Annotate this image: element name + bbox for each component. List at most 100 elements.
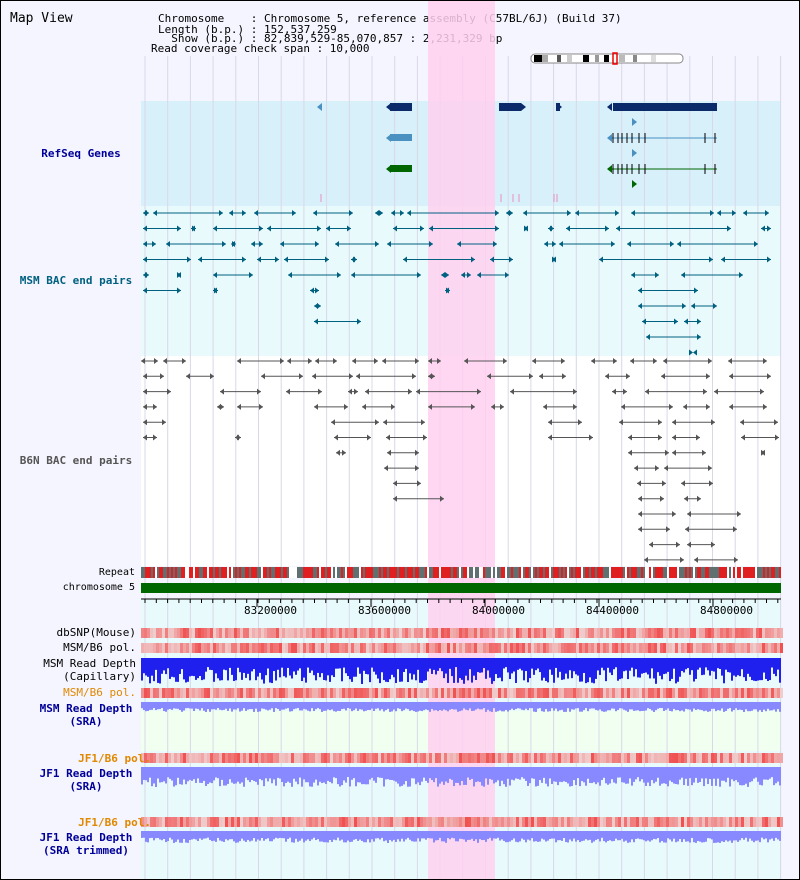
repeat-segment — [343, 567, 345, 578]
jf1-b6-pol-2-cell — [735, 817, 738, 827]
b6n-bac-label[interactable]: B6N BAC end pairs — [19, 454, 133, 467]
jf1-sra-depth-bar — [719, 767, 721, 787]
jf1-b6-pol-2-cell — [780, 817, 783, 827]
msm-bac-label[interactable]: MSM BAC end pairs — [19, 274, 133, 287]
repeat-segment — [207, 567, 209, 578]
msm-sra-depth-bar — [435, 702, 437, 711]
jf1-b6-pol-2-label[interactable]: JF1/B6 pol. — [78, 816, 151, 829]
msm-b6-pol-2-cell — [690, 688, 693, 698]
msm-capillary-depth-bar — [679, 658, 681, 677]
jf1-sra-depth-bar — [657, 767, 659, 778]
repeat-segment — [493, 567, 495, 578]
jf1-read-depth-sra-sub[interactable]: (SRA) — [69, 780, 103, 793]
repeat-segment — [337, 567, 339, 578]
refseq-genes-label[interactable]: RefSeq Genes — [41, 147, 121, 160]
msm-sra-depth-bar — [485, 702, 487, 712]
jf1-sra-trimmed-depth-bar — [491, 831, 493, 841]
jf1-sra-depth-bar — [379, 767, 381, 778]
repeat-segment — [663, 567, 665, 578]
msm-sra-depth-bar — [767, 702, 769, 709]
jf1-b6-pol-cell — [279, 753, 282, 763]
msm-sra-depth-bar — [373, 702, 375, 712]
msm-capillary-depth-bar — [665, 658, 667, 674]
msm-capillary-depth-bar — [699, 658, 701, 668]
jf1-sra-trimmed-depth-bar — [715, 831, 717, 843]
msm-b6-pol-cell — [615, 643, 618, 653]
msm-capillary-depth-bar — [297, 658, 299, 671]
msm-b6-pol-cell — [303, 643, 306, 653]
msm-b6-pol-2-cell — [393, 688, 396, 698]
msm-b6-pol-cell — [750, 643, 753, 653]
msm-b6-pol-cell — [519, 643, 522, 653]
jf1-read-depth-sra-label[interactable]: JF1 Read Depth — [39, 767, 133, 780]
msm-capillary-depth-bar — [561, 658, 563, 680]
msm-capillary-depth-bar — [295, 658, 297, 675]
msm-read-depth-sra-sub[interactable]: (SRA) — [69, 715, 103, 728]
repeat-segment — [281, 567, 283, 578]
msm-b6-pol-2-cell — [432, 688, 435, 698]
jf1-sra-depth-bar — [611, 767, 613, 780]
msm-b6-pol-cell — [357, 643, 360, 653]
jf1-b6-pol-label[interactable]: JF1/B6 pol. — [78, 752, 151, 765]
dbsnp-cell — [249, 628, 252, 638]
repeat-segment — [603, 567, 605, 578]
msm-b6-pol-cell — [255, 643, 258, 653]
jf1-b6-pol-2-cell — [201, 817, 204, 827]
repeat-segment — [351, 567, 353, 578]
jf1-sra-depth-bar — [695, 767, 697, 778]
msm-sra-depth-bar — [237, 702, 239, 709]
repeat-segment — [301, 567, 303, 578]
dbsnp-cell — [444, 628, 447, 638]
msm-sra-depth-bar — [427, 702, 429, 711]
msm-capillary-depth-bar — [623, 658, 625, 672]
repeat-segment — [381, 567, 383, 578]
repeat-segment — [567, 567, 569, 578]
b6n-bac-pair-end — [464, 358, 468, 364]
jf1-sra-depth-bar — [653, 767, 655, 784]
dbsnp-cell — [333, 628, 336, 638]
jf1-b6-pol-2-cell — [555, 817, 558, 827]
msm-b6-pol-2-cell — [636, 688, 639, 698]
msm-b6-pol-2-cell — [540, 688, 543, 698]
dbsnp-cell — [501, 628, 504, 638]
jf1-sra-depth-bar — [541, 767, 543, 783]
msm-sra-depth-bar — [465, 702, 467, 710]
repeat-segment — [565, 567, 567, 578]
msm-b6-pol-cell — [327, 643, 330, 653]
msm-sra-depth-bar — [183, 702, 185, 711]
jf1-sra-depth-bar — [163, 767, 165, 782]
msm-sra-depth-bar — [233, 702, 235, 710]
msm-b6-pol-2-cell — [270, 688, 273, 698]
jf1-sra-depth-bar — [269, 767, 271, 779]
repeat-segment — [763, 567, 765, 578]
msm-read-depth-sra-label[interactable]: MSM Read Depth — [39, 702, 133, 715]
b6n-bac-pair-end — [737, 511, 741, 517]
msm-capillary-depth-bar — [595, 658, 597, 679]
msm-sra-depth-bar — [579, 702, 581, 712]
msm-capillary-depth-bar — [237, 658, 239, 668]
msm-b6-pol-2-cell — [567, 688, 570, 698]
ruler-tick-label: 83200000 — [244, 604, 297, 617]
b6n-bac-pair-end — [416, 388, 420, 395]
dbsnp-cell — [645, 628, 648, 638]
jf1-read-depth-trimmed-label[interactable]: JF1 Read Depth — [39, 831, 133, 844]
msm-bac-pair-end — [317, 225, 321, 232]
msm-capillary-depth-bar — [399, 658, 401, 682]
jf1-read-depth-trimmed-sub[interactable]: (SRA trimmed) — [42, 844, 130, 857]
jf1-b6-pol-2-cell — [603, 817, 606, 827]
jf1-sra-trimmed-depth-bar — [599, 831, 601, 842]
msm-b6-pol-2-cell — [780, 688, 783, 698]
msm-b6-pol-cell — [237, 643, 240, 653]
repeat-segment — [677, 567, 679, 578]
jf1-sra-depth-bar — [663, 767, 665, 784]
jf1-sra-depth-bar — [191, 767, 193, 781]
msm-capillary-depth-bar — [457, 658, 459, 683]
repeat-segment — [755, 567, 757, 578]
jf1-sra-depth-bar — [545, 767, 547, 784]
msm-bac-pair-end — [353, 256, 357, 263]
dbsnp-cell — [564, 628, 567, 638]
msm-b6-pol-2-cell — [273, 688, 276, 698]
dbsnp-cell — [165, 628, 168, 638]
jf1-sra-depth-bar — [423, 767, 425, 778]
